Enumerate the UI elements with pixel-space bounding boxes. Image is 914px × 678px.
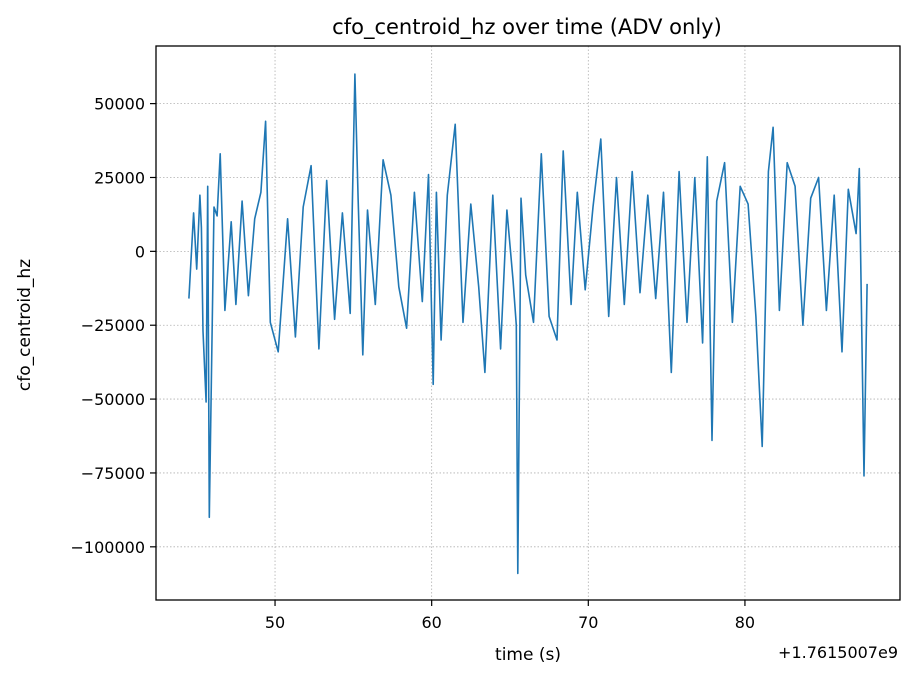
- y-tick-label: 50000: [94, 95, 145, 114]
- chart-title: cfo_centroid_hz over time (ADV only): [332, 15, 722, 40]
- series-line: [188, 73, 868, 575]
- y-tick-label: 25000: [94, 168, 145, 187]
- x-axis-ticks: 50 60 70 80: [265, 600, 755, 632]
- gridlines: [156, 46, 900, 600]
- x-axis-offset-label: +1.7615007e9: [778, 643, 898, 662]
- y-axis-ticks: 50000 25000 0 −25000 −50000 −75000 −100000: [71, 95, 156, 557]
- y-tick-label: −100000: [71, 538, 145, 557]
- x-tick-label: 50: [265, 613, 285, 632]
- plot-frame: [155, 45, 901, 601]
- y-tick-label: −50000: [81, 390, 145, 409]
- x-axis-label: time (s): [495, 645, 561, 665]
- y-tick-label: −75000: [81, 464, 145, 483]
- y-tick-label: −25000: [81, 316, 145, 335]
- x-tick-label: 80: [735, 613, 755, 632]
- x-tick-label: 70: [578, 613, 598, 632]
- y-axis-label: cfo_centroid_hz: [15, 259, 35, 391]
- y-tick-label: 0: [135, 242, 145, 261]
- x-tick-label: 60: [421, 613, 441, 632]
